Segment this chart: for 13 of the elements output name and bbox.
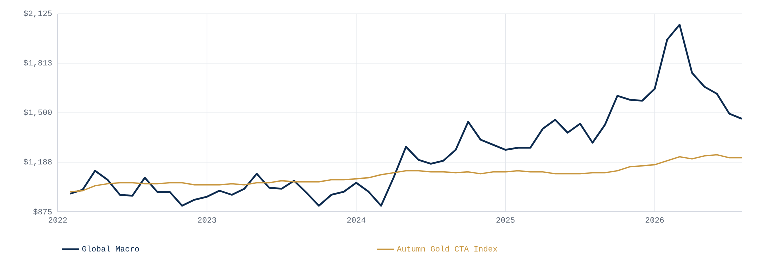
- x-tick-label: 2024: [347, 218, 366, 223]
- y-tick-label: $875: [34, 208, 52, 216]
- x-tick-label: 2023: [198, 218, 216, 223]
- line-series: [70, 24, 743, 207]
- x-tick-label: 2025: [496, 218, 515, 223]
- x-tick-label: 2022: [48, 218, 68, 223]
- x-tick-label: 2026: [646, 218, 664, 223]
- y-tick-label: $2,125: [24, 10, 52, 18]
- y-tick-label: $1,500: [24, 109, 52, 117]
- legend-label: Global Macro: [82, 246, 140, 252]
- y-tick-label: $1,188: [24, 158, 52, 166]
- y-tick-label: $1,813: [24, 60, 52, 68]
- legend-label: Autumn Gold CTA Index: [397, 246, 498, 252]
